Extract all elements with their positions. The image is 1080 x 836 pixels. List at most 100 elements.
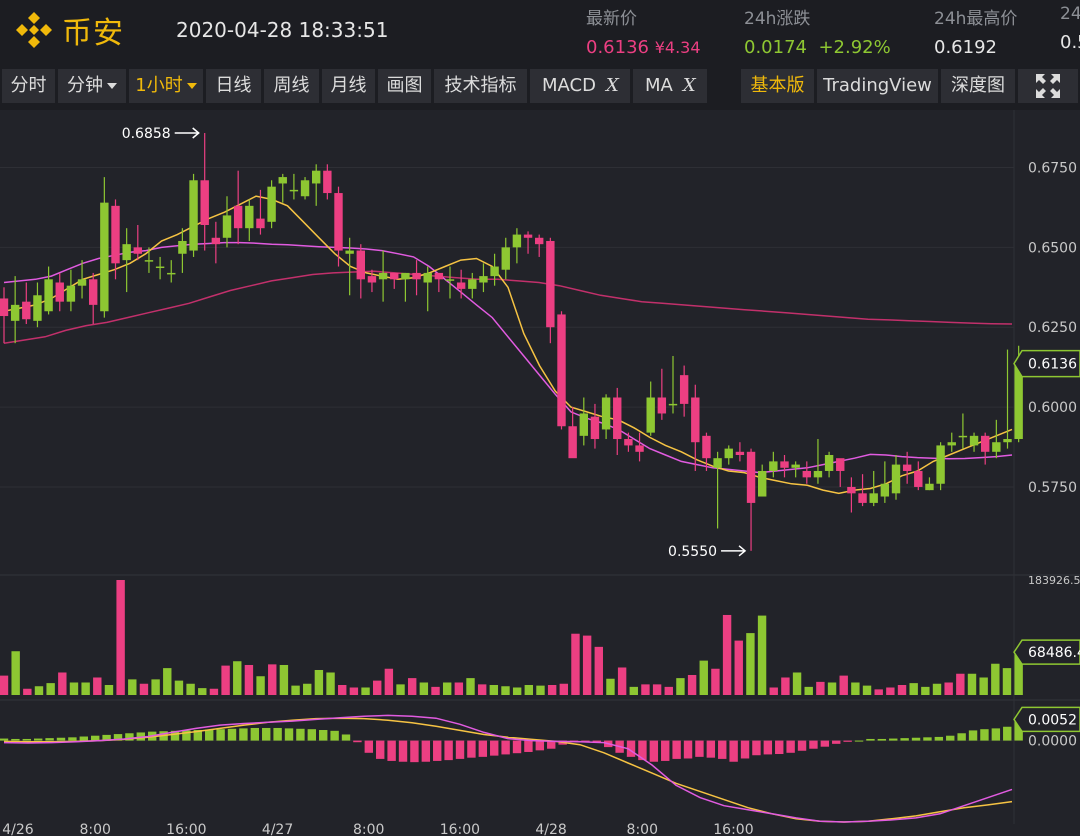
candle <box>646 381 655 436</box>
candle-body <box>646 397 655 433</box>
candle-body <box>100 202 109 312</box>
candle-body <box>880 483 890 497</box>
time-axis-label: 8:00 <box>353 822 384 836</box>
candle <box>189 173 198 257</box>
volume-bar <box>221 665 230 695</box>
ma-indicator-chip[interactable]: MA X <box>633 69 707 103</box>
macd-hist-bar <box>900 738 909 741</box>
candle-body <box>178 240 187 254</box>
candle-body <box>256 218 265 229</box>
volume-bar <box>466 678 475 695</box>
candle <box>356 244 365 299</box>
macd-hist-bar <box>205 729 214 741</box>
tab-month[interactable]: 月线 <box>322 69 375 103</box>
tab-minutes-dropdown[interactable]: 分钟 <box>58 69 126 103</box>
candle-body <box>479 276 488 283</box>
candle <box>501 237 510 280</box>
candle <box>66 269 76 312</box>
macd-hist-bar <box>649 740 659 762</box>
candle <box>256 189 265 235</box>
macd-hist-bar <box>775 740 784 755</box>
macd-hist-bar <box>752 740 761 756</box>
candle-body <box>579 413 588 436</box>
candle <box>925 477 934 491</box>
candle-body <box>523 234 533 238</box>
basic-view-button[interactable]: 基本版 <box>741 69 814 103</box>
kline-chart[interactable]: 0.6750 0.6500 0.6250 0.6000 0.5750 4/26 8:00 16… <box>0 110 1080 836</box>
candle-body <box>1003 439 1012 443</box>
time-axis-label: 4/27 <box>262 822 293 836</box>
volume-bar <box>233 661 242 695</box>
volume-bar <box>489 684 499 695</box>
tab-hour-dropdown[interactable]: 1小时 <box>129 69 203 103</box>
brand-logo[interactable]: 币安 <box>12 8 124 52</box>
macd-hist-bar <box>45 738 54 741</box>
volume-bar <box>11 651 20 695</box>
candle-body <box>490 266 499 277</box>
time-axis-label: 16:00 <box>713 822 753 836</box>
candle-body <box>601 397 611 430</box>
remove-ma-icon[interactable]: X <box>682 75 696 96</box>
candle <box>713 451 722 529</box>
volume-bar <box>536 685 545 695</box>
candle <box>33 282 42 328</box>
candle <box>490 253 499 286</box>
macd-hist-bar <box>866 738 875 741</box>
macd-indicator-chip[interactable]: MACD X <box>530 69 630 103</box>
price-tick-label: 0.6250 <box>1028 320 1077 336</box>
candle <box>323 164 332 200</box>
macd-hist-bar <box>740 740 750 759</box>
macd-hist-bar <box>467 740 476 758</box>
candle <box>445 266 455 299</box>
macd-hist-bar <box>364 740 374 753</box>
tradingview-button[interactable]: TradingView <box>817 69 938 103</box>
volume-bar <box>781 677 790 695</box>
candle-body <box>77 279 87 286</box>
candle <box>55 272 64 312</box>
indicators-button[interactable]: 技术指标 <box>434 69 527 103</box>
macd-hist-bar <box>672 740 681 759</box>
macd-hist-bar <box>193 730 203 741</box>
kline-chart-svg[interactable]: 0.6750 0.6500 0.6250 0.6000 0.5750 4/26 8:00 16… <box>0 110 1080 836</box>
tab-day[interactable]: 日线 <box>206 69 261 103</box>
volume-badge: 68486.4 <box>1013 639 1080 665</box>
remove-macd-icon[interactable]: X <box>605 75 619 96</box>
candle-body <box>847 486 856 494</box>
volume-bar <box>874 689 883 695</box>
macd-hist-bar <box>307 729 317 741</box>
volume-bar <box>757 615 767 695</box>
candle-body <box>902 464 912 471</box>
volume-bar <box>664 686 673 695</box>
macd-hist-bar <box>353 740 362 743</box>
candle <box>512 228 522 264</box>
volume-bar <box>886 687 895 695</box>
candle-body <box>278 177 287 184</box>
fullscreen-button[interactable] <box>1018 69 1078 103</box>
candle <box>1003 349 1012 449</box>
draw-button[interactable]: 画图 <box>378 69 431 103</box>
ma-short-line <box>3 195 1013 495</box>
volume-bar <box>209 688 219 695</box>
macd-hist-bar <box>239 728 248 741</box>
candle-body <box>233 205 243 229</box>
volume-bar <box>349 687 359 695</box>
candle-body <box>858 493 867 503</box>
last-price-value: 0.6136 <box>586 37 649 58</box>
candle-body <box>780 461 789 468</box>
macd-hist-bar <box>535 740 545 751</box>
last-price-cny: ¥4.34 <box>654 38 701 57</box>
candle <box>0 287 9 344</box>
volume-bar <box>769 687 778 695</box>
candle-body <box>981 435 990 452</box>
depth-chart-button[interactable]: 深度图 <box>941 69 1015 103</box>
tab-week[interactable]: 周线 <box>264 69 319 103</box>
volume-bar <box>279 664 289 695</box>
macd-hist-bar <box>854 740 864 742</box>
volume-bar <box>979 677 988 695</box>
volume-bar <box>909 683 918 695</box>
stat-label: 24 <box>1060 4 1080 24</box>
tab-fen-shi[interactable]: 分时 <box>2 69 55 103</box>
macd-hist-bar <box>638 740 647 761</box>
macd-zero-label: 0.0000 <box>1028 734 1077 750</box>
ma-label: MA <box>645 75 673 96</box>
